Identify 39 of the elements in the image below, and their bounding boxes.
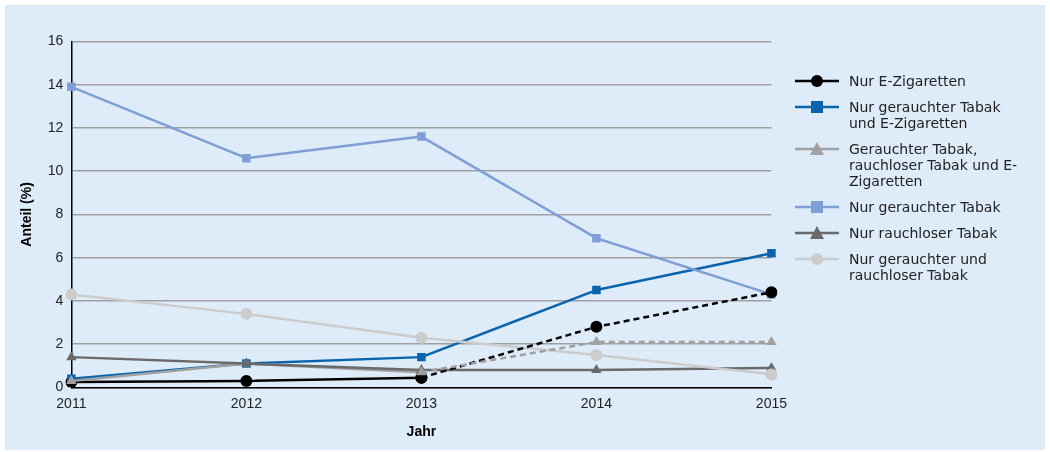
- x-tick-label: 2011: [56, 394, 87, 411]
- y-tick-label: 8: [55, 205, 64, 222]
- point: [240, 374, 253, 387]
- legend-label: Nur gerauchter und rauchloser Tabak: [849, 251, 988, 283]
- point: [765, 286, 778, 299]
- point: [417, 352, 426, 362]
- point: [66, 351, 77, 361]
- point: [417, 132, 426, 141]
- x-tick-label: 2015: [755, 394, 788, 411]
- legend-label: Nur rauchloser Tabak: [849, 225, 998, 241]
- point: [765, 368, 778, 381]
- x-tick-label: 2013: [405, 394, 438, 411]
- point: [591, 364, 602, 374]
- y-tick-label: 16: [47, 32, 64, 49]
- point: [592, 285, 601, 295]
- y-axis-title: Anteil (%): [18, 182, 35, 247]
- point: [590, 348, 603, 361]
- y-tick-label: 4: [55, 291, 64, 308]
- point: [240, 307, 253, 320]
- point: [242, 153, 251, 163]
- y-tick-label: 10: [47, 162, 64, 179]
- y-tick-label: 2: [55, 335, 64, 352]
- y-tick-label: 14: [47, 75, 64, 92]
- x-axis-title: Jahr: [406, 423, 437, 440]
- point: [590, 320, 603, 333]
- legend-label: Gerauchter Tabak, rauchloser Tabak und E-Zigaretten: [849, 141, 1019, 189]
- x-tick-label: 2012: [230, 394, 263, 411]
- point: [592, 233, 601, 243]
- point: [415, 331, 428, 344]
- legend-label: Nur E-Zigaretten: [849, 73, 966, 89]
- y-tick-label: 0: [55, 378, 64, 395]
- y-tick-label: 12: [47, 118, 64, 135]
- legend-label: Nur gerauchter Tabak: [849, 199, 1001, 215]
- y-tick-label: 6: [55, 248, 64, 265]
- legend-label: Nur gerauchter Tabak und E-Zigaretten: [849, 99, 1002, 131]
- x-tick-label: 2014: [580, 394, 613, 411]
- point: [67, 82, 76, 92]
- point: [65, 288, 78, 301]
- point: [767, 249, 776, 258]
